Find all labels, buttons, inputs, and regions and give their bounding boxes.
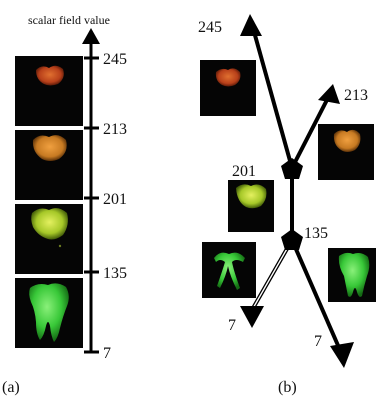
caption-b: (b) [278,379,297,396]
arrowhead-7-right [330,342,354,368]
tile-a-213 [15,130,83,200]
node-201 [281,158,303,179]
tile-a-135 [15,278,83,348]
scalar-axis-arrowhead [82,28,100,44]
edge-213-201 [290,93,332,169]
label-213: 213 [344,87,368,104]
edge-245-201 [251,27,294,169]
tile-b-7-right [328,248,376,302]
tick-label-7: 7 [103,345,111,362]
edge-135-7-left-inner [251,239,293,311]
label-201: 201 [232,163,256,180]
arrowhead-245 [240,14,262,36]
label-135: 135 [304,225,328,242]
panel-a: scalar field value 245 213 201 135 7 [2,13,127,396]
tile-a-245 [15,56,83,126]
label-7-right: 7 [314,333,322,350]
tick-label-135: 135 [103,265,127,282]
tick-label-201: 201 [103,191,127,208]
tile-b-213 [318,124,374,180]
label-245: 245 [198,19,222,36]
label-7-left: 7 [228,317,236,334]
arrowhead-7-left [240,306,264,328]
tick-label-245: 245 [103,51,127,68]
tick-label-213: 213 [103,121,127,138]
caption-a: (a) [2,379,20,396]
tile-b-201 [228,180,274,232]
edge-135-7-right [290,239,342,351]
node-135 [281,229,303,250]
tile-a-201 [15,204,83,274]
arrowhead-213 [318,84,340,104]
panel-b: 245 213 201 135 7 7 (b) [198,14,376,396]
tile-b-245 [200,60,256,116]
tile-b-7-left [202,242,256,298]
axis-title: scalar field value [28,13,110,27]
